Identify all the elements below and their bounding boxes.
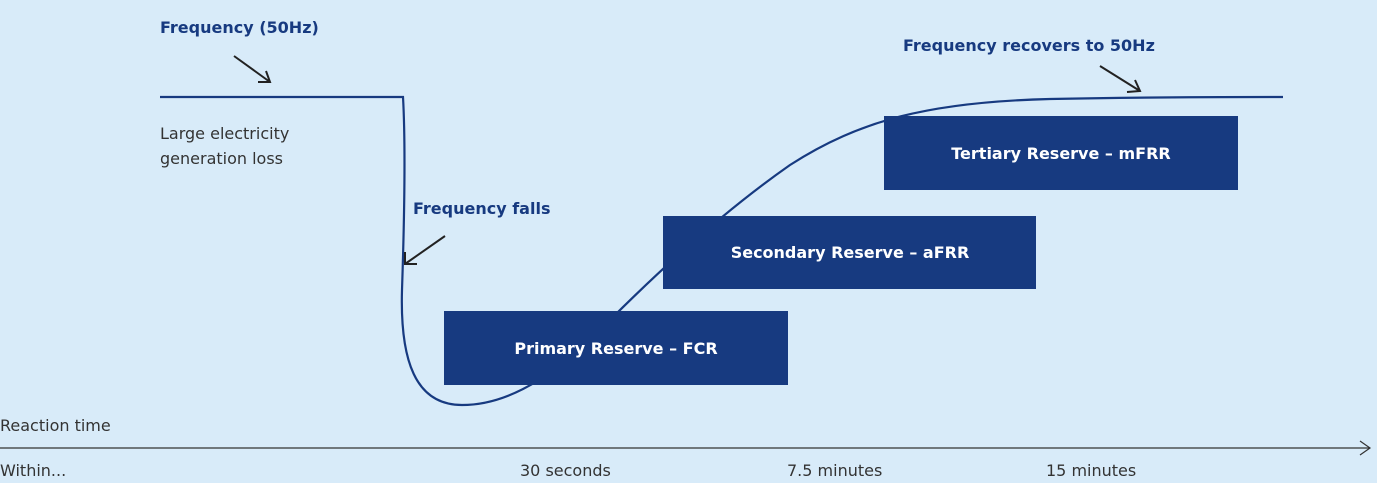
arrows [233,55,1142,265]
axis-tick-label: 7.5 minutes [787,461,882,480]
axis-title: Reaction time [0,416,111,435]
frequency-curve [160,95,1284,407]
arrow [233,55,272,83]
reserve-label: Secondary Reserve – aFRR [731,243,970,262]
axis-tick-label: 15 minutes [1046,461,1136,480]
annotation: Frequency (50Hz) [160,18,319,37]
arrow [404,235,446,265]
reserve-box [444,311,788,385]
reserve-box [884,116,1238,190]
annotation: generation loss [160,149,283,168]
reserve-label: Tertiary Reserve – mFRR [951,144,1170,163]
annotation: Frequency falls [413,199,550,218]
reserve-label: Primary Reserve – FCR [514,339,717,358]
axis-tick-label: 30 seconds [520,461,611,480]
annotation: Frequency recovers to 50Hz [903,36,1155,55]
reserve-box [663,216,1036,289]
axis-arrow [1359,440,1372,456]
arrow [1099,65,1142,93]
annotation: Large electricity [160,124,289,143]
axis-start: Within... [0,461,66,480]
